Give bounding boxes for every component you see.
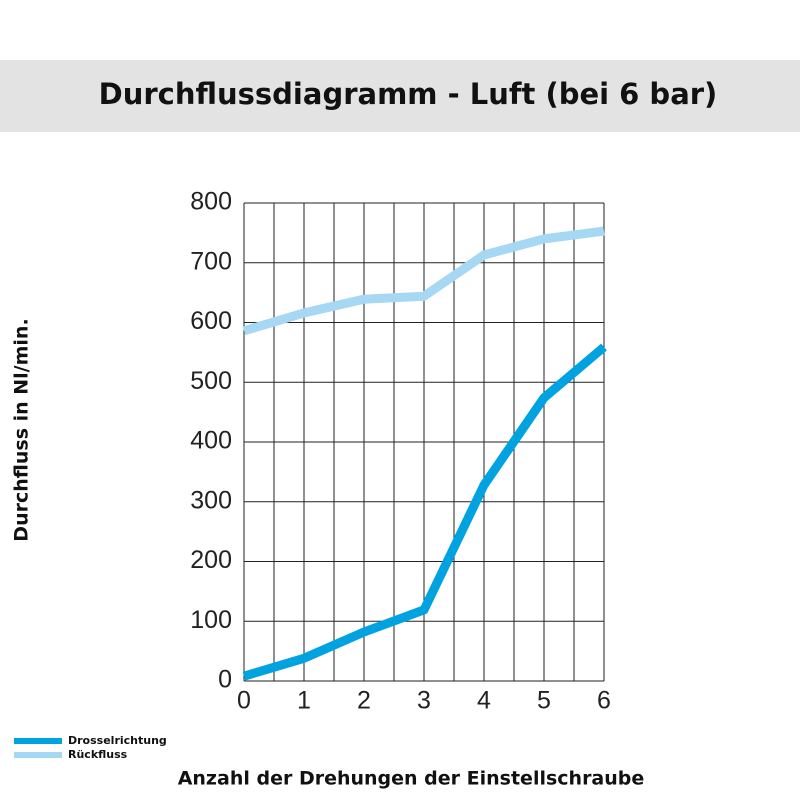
x-tick-label: 2 (357, 687, 371, 715)
y-tick-label: 500 (190, 367, 232, 395)
x-axis-label: Anzahl der Drehungen der Einstellschraub… (178, 768, 645, 790)
title-banner (0, 60, 800, 132)
series-line (242, 343, 607, 681)
y-tick-label: 200 (190, 546, 232, 574)
y-tick-label: 800 (190, 188, 232, 216)
x-tick-label: 1 (297, 687, 311, 715)
y-tick-label: 100 (190, 606, 232, 634)
y-axis-label: Durchfluss in Nl/min. (11, 318, 33, 541)
x-tick-label: 6 (597, 687, 611, 715)
legend-label: Drosselrichtung (68, 734, 167, 747)
y-tick-label: 700 (190, 247, 232, 275)
legend-label: Rückfluss (68, 748, 128, 761)
x-tick-label: 0 (237, 687, 251, 715)
y-tick-label: 600 (190, 307, 232, 335)
x-tick-label: 5 (537, 687, 551, 715)
y-tick-label: 0 (218, 666, 232, 694)
y-tick-label: 300 (190, 486, 232, 514)
x-tick-label: 4 (477, 687, 491, 715)
series-line (242, 226, 605, 336)
chart-title: Durchflussdiagramm - Luft (bei 6 bar) (99, 77, 718, 111)
y-tick-label: 400 (190, 427, 232, 455)
x-tick-label: 3 (417, 687, 431, 715)
